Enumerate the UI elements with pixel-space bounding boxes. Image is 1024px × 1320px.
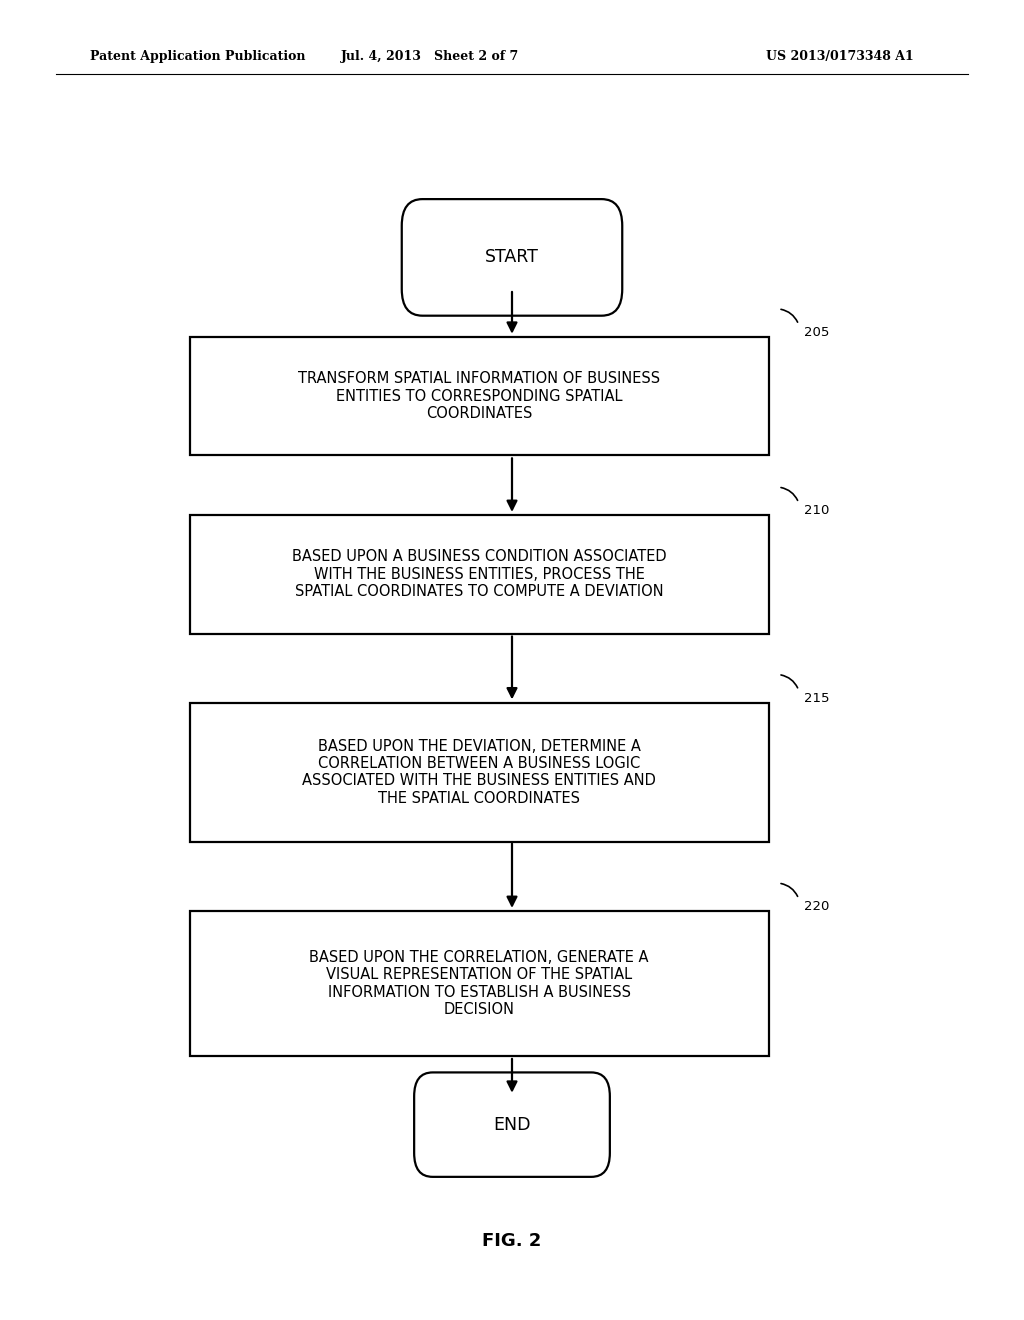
Text: US 2013/0173348 A1: US 2013/0173348 A1	[766, 50, 913, 63]
Text: TRANSFORM SPATIAL INFORMATION OF BUSINESS
ENTITIES TO CORRESPONDING SPATIAL
COOR: TRANSFORM SPATIAL INFORMATION OF BUSINES…	[298, 371, 660, 421]
Bar	[190, 515, 768, 634]
Text: BASED UPON THE DEVIATION, DETERMINE A
CORRELATION BETWEEN A BUSINESS LOGIC
ASSOC: BASED UPON THE DEVIATION, DETERMINE A CO…	[302, 739, 656, 805]
Bar	[190, 337, 768, 455]
Text: BASED UPON A BUSINESS CONDITION ASSOCIATED
WITH THE BUSINESS ENTITIES, PROCESS T: BASED UPON A BUSINESS CONDITION ASSOCIAT…	[292, 549, 667, 599]
Text: 220: 220	[804, 900, 829, 913]
Text: Jul. 4, 2013   Sheet 2 of 7: Jul. 4, 2013 Sheet 2 of 7	[341, 50, 519, 63]
Bar	[190, 911, 768, 1056]
Text: 205: 205	[804, 326, 829, 339]
Text: FIG. 2: FIG. 2	[482, 1232, 542, 1250]
Bar	[190, 704, 768, 842]
Text: 215: 215	[804, 692, 829, 705]
Text: BASED UPON THE CORRELATION, GENERATE A
VISUAL REPRESENTATION OF THE SPATIAL
INFO: BASED UPON THE CORRELATION, GENERATE A V…	[309, 950, 649, 1016]
FancyBboxPatch shape	[401, 199, 623, 315]
FancyBboxPatch shape	[414, 1072, 610, 1177]
Text: Patent Application Publication: Patent Application Publication	[90, 50, 305, 63]
Text: END: END	[494, 1115, 530, 1134]
Text: 210: 210	[804, 504, 829, 517]
Text: START: START	[485, 248, 539, 267]
